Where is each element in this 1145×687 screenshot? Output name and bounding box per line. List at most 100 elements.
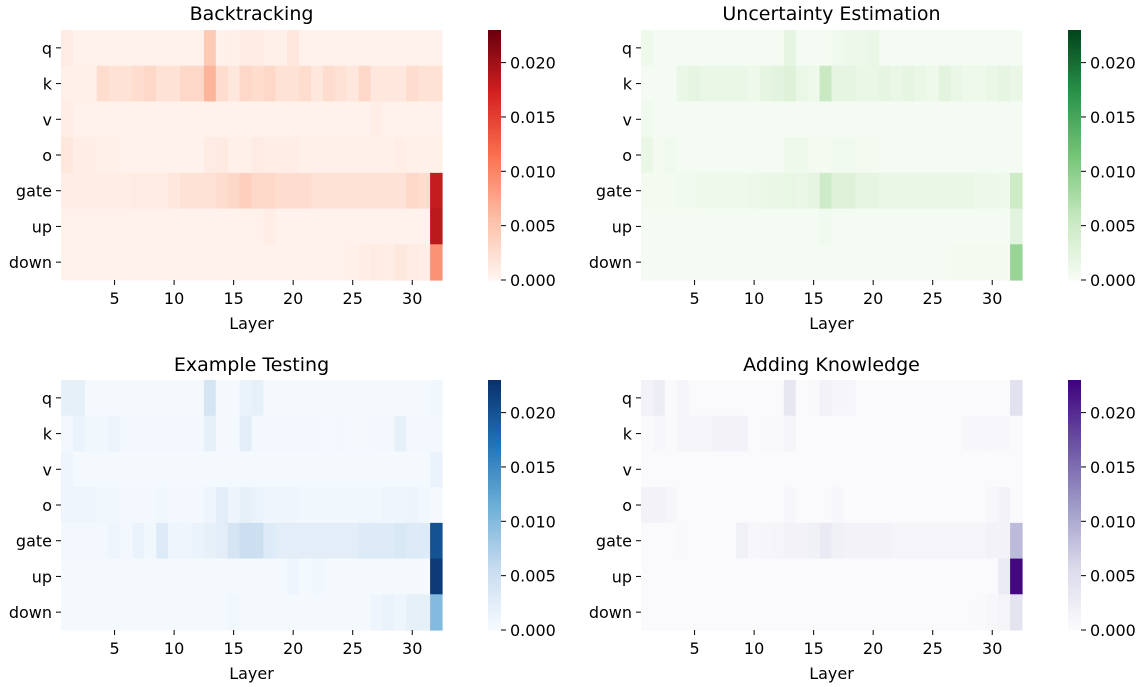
heatmap-cell <box>831 137 845 174</box>
y-tick-label: down <box>589 603 632 622</box>
heatmap-cell <box>227 487 241 524</box>
x-tick-label: 15 <box>803 639 823 658</box>
colorbar-segment <box>488 212 501 216</box>
colorbar-segment <box>488 42 501 46</box>
colorbar-segment <box>488 240 501 244</box>
colorbar-segment <box>1068 490 1081 494</box>
heatmap-cell <box>287 137 300 174</box>
heatmap-cell <box>795 558 809 595</box>
heatmap-cell <box>382 451 395 488</box>
colorbar-segment <box>488 275 501 279</box>
heatmap-cell <box>950 451 964 488</box>
heatmap-cell <box>771 451 785 488</box>
heatmap-cell <box>96 451 110 488</box>
heatmap-cell <box>84 137 98 174</box>
heatmap-cell <box>370 558 384 595</box>
heatmap-cell <box>998 522 1011 560</box>
colorbar-segment <box>488 627 501 631</box>
colorbar-segment <box>1068 225 1081 229</box>
heatmap-cell <box>688 415 702 453</box>
heatmap-cell <box>641 415 654 453</box>
heatmap-cell <box>311 208 324 245</box>
heatmap-cell <box>180 172 193 210</box>
heatmap-cell <box>96 487 110 524</box>
heatmap-cell <box>275 558 288 595</box>
heatmap-cell <box>299 65 312 103</box>
colorbar-segment <box>488 87 501 91</box>
colorbar-segment <box>488 540 501 544</box>
colorbar-segment <box>1068 122 1081 126</box>
heatmap-cell <box>191 172 205 210</box>
heatmap-cell <box>156 172 169 210</box>
heatmap-cell <box>700 65 714 103</box>
heatmap-cell <box>724 594 737 631</box>
colorbar-tick-label: 0.015 <box>1090 458 1136 477</box>
heatmap-cell <box>358 137 372 174</box>
heatmap-cell <box>215 380 229 417</box>
heatmap-cell <box>191 451 205 488</box>
heatmap-cell <box>239 172 253 210</box>
colorbar-segment <box>1068 247 1081 251</box>
heatmap-cell <box>855 415 868 453</box>
heatmap-cell <box>72 594 86 631</box>
heatmap-cell <box>712 594 725 631</box>
heatmap-cell <box>795 101 809 138</box>
x-tick-label: 20 <box>863 639 883 658</box>
heatmap-cell <box>879 451 892 488</box>
heatmap-cell <box>712 101 725 138</box>
heatmap-cell <box>287 30 300 67</box>
heatmap-cell <box>251 244 265 281</box>
heatmap-cell <box>239 487 253 524</box>
heatmap-cell <box>902 65 916 103</box>
colorbar-segment <box>1068 117 1081 121</box>
heatmap-cell <box>867 244 880 281</box>
colorbar-segment <box>1068 35 1081 39</box>
heatmap-cell <box>227 208 241 245</box>
heatmap-cell <box>215 451 229 488</box>
heatmap-cell <box>72 415 86 453</box>
colorbar-segment <box>1068 200 1081 204</box>
heatmap-cell <box>807 30 821 67</box>
heatmap-cell <box>879 208 892 245</box>
heatmap-cell <box>819 65 833 103</box>
heatmap-cell <box>855 380 868 417</box>
heatmap-cell <box>418 558 431 595</box>
heatmap-cell <box>843 30 856 67</box>
y-tick-label: down <box>589 253 632 272</box>
heatmap-cell <box>950 137 964 174</box>
heatmap-cell <box>191 101 205 138</box>
heatmap-cell <box>867 208 880 245</box>
colorbar-segment <box>1068 425 1081 429</box>
heatmap-cell <box>736 172 749 210</box>
heatmap-cell <box>346 30 360 67</box>
colorbar-segment <box>1068 600 1081 604</box>
heatmap-cell <box>334 558 348 595</box>
heatmap-cell <box>108 172 122 210</box>
heatmap-cell <box>891 30 904 67</box>
heatmap-cell <box>795 30 809 67</box>
heatmap-cell <box>676 451 690 488</box>
heatmap-cell <box>120 451 134 488</box>
heatmap-cell <box>394 522 407 560</box>
heatmap-cell <box>724 380 737 417</box>
heatmap-cell <box>418 30 431 67</box>
heatmap-cell <box>299 172 312 210</box>
colorbar-segment <box>1068 590 1081 594</box>
colorbar-segment <box>488 272 501 276</box>
heatmap-cell <box>322 380 336 417</box>
heatmap-cell <box>144 594 157 631</box>
heatmap-cell <box>358 101 372 138</box>
heatmap-cell <box>700 415 714 453</box>
heatmap-cell <box>168 522 181 560</box>
colorbar-segment <box>1068 230 1081 234</box>
heatmap-cell <box>168 415 181 453</box>
colorbar-segment <box>488 592 501 596</box>
heatmap-cell <box>72 137 86 174</box>
colorbar-segment <box>1068 457 1081 461</box>
heatmap-cell <box>215 594 229 631</box>
x-tick-label: 15 <box>223 289 243 308</box>
heatmap-cell <box>902 30 916 67</box>
heatmap-cell <box>760 451 773 488</box>
heatmap-cell <box>974 558 987 595</box>
colorbar-segment <box>1068 557 1081 561</box>
